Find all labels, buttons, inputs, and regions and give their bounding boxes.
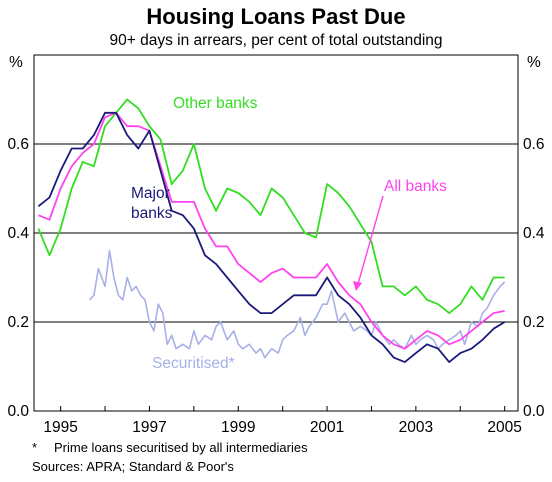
x-tick-label: 1999 — [221, 419, 255, 436]
label-major-banks: Major — [131, 185, 170, 202]
x-tick-label: 2005 — [487, 419, 521, 436]
footnote-star: * — [32, 440, 38, 455]
label-all-banks: All banks — [384, 178, 447, 195]
x-tick-label: 1997 — [132, 419, 166, 436]
label-major-banks: banks — [131, 205, 173, 222]
footnote: * Prime loans securitised by all intermed… — [32, 440, 308, 455]
y-tick-label-right: 0.4 — [523, 225, 545, 242]
chart-title: Housing Loans Past Due — [146, 4, 406, 29]
y-tick-label-left: 0.6 — [7, 136, 29, 153]
y-tick-label-right: 0.6 — [523, 136, 545, 153]
y-tick-label-left: 0.0 — [7, 403, 29, 420]
annotation-arrow — [357, 195, 384, 285]
annotation-arrowhead — [353, 281, 362, 291]
y-tick-label-right: 0.2 — [523, 314, 545, 331]
y-tick-label-left: 0.4 — [7, 225, 29, 242]
x-tick-label: 2003 — [399, 419, 433, 436]
series-line — [37, 111, 506, 364]
chart-subtitle: 90+ days in arrears, per cent of total o… — [109, 32, 443, 49]
label-securitised: Securitised* — [152, 355, 235, 372]
x-tick-label: 1995 — [43, 419, 77, 436]
series-line — [88, 250, 506, 359]
footnote-text: Prime loans securitised by all intermedi… — [54, 440, 308, 455]
label-other-banks: Other banks — [173, 95, 258, 112]
y-unit-left: % — [9, 54, 23, 71]
y-tick-label-left: 0.2 — [7, 314, 29, 331]
x-tick-label: 2001 — [310, 419, 344, 436]
series-line — [37, 98, 505, 315]
y-unit-right: % — [527, 54, 541, 71]
y-tick-label-right: 0.0 — [523, 403, 545, 420]
sources-note: Sources: APRA; Standard & Poor's — [32, 459, 234, 474]
